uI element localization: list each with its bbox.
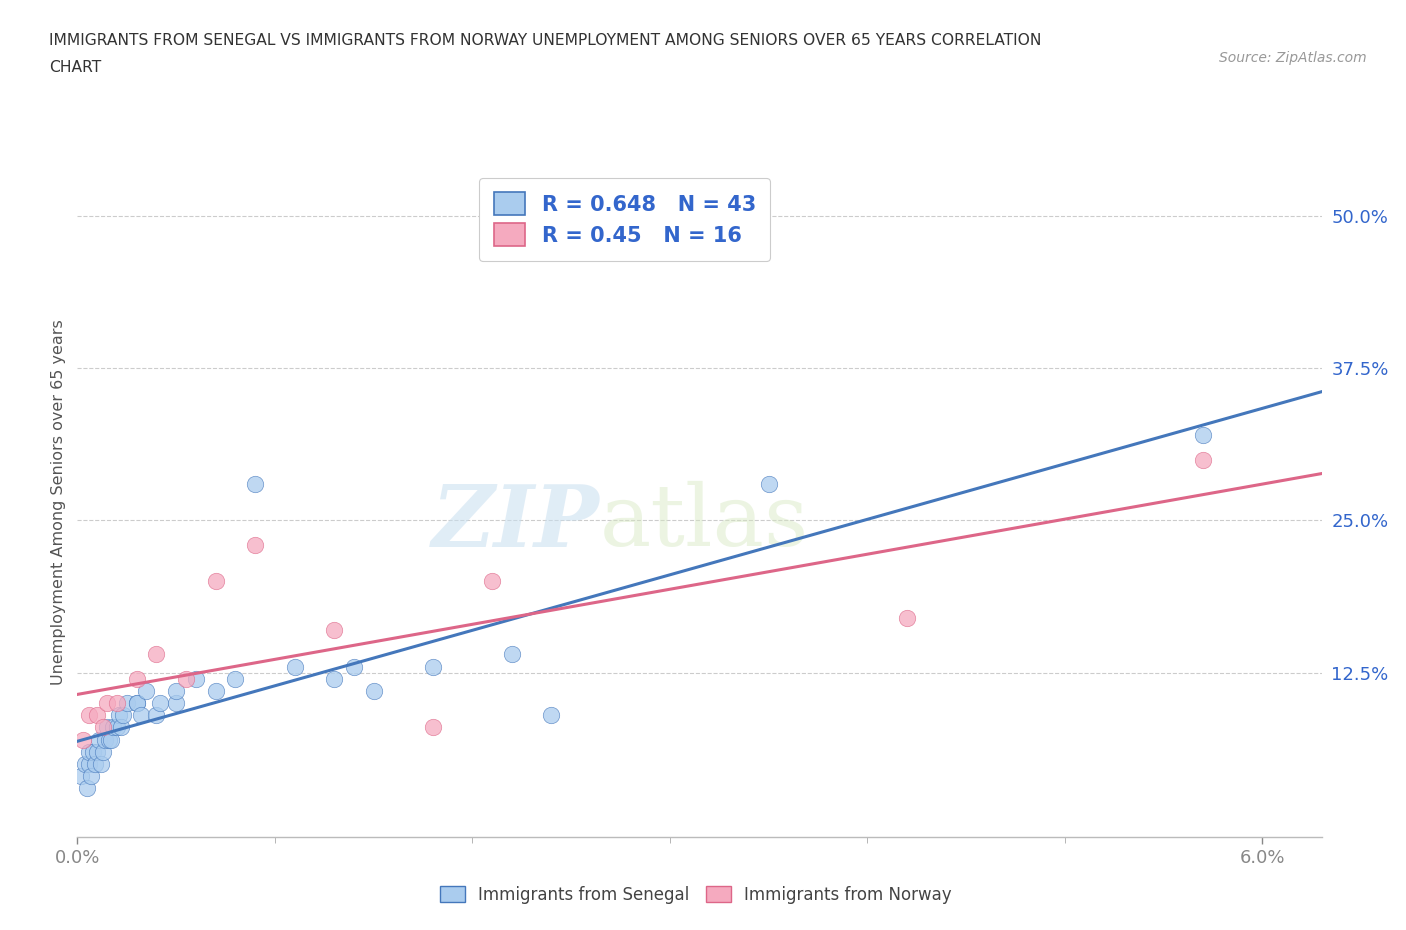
Point (125, 671, 148, 686)
Point (115, 696, 138, 711)
Point (135, 684, 157, 698)
Point (323, 671, 346, 686)
Text: CHART: CHART (49, 60, 101, 75)
Point (96, 720, 118, 735)
Point (110, 720, 132, 735)
Point (90, 756, 112, 771)
Point (149, 696, 172, 711)
Point (76, 781, 98, 796)
Point (145, 647, 167, 662)
Point (129, 708, 152, 723)
Point (125, 696, 148, 711)
Point (101, 720, 124, 735)
Point (77, 744, 100, 759)
Text: Source: ZipAtlas.com: Source: ZipAtlas.com (1219, 51, 1367, 65)
Point (77, 756, 100, 771)
Point (481, 574, 503, 589)
Point (75, 756, 97, 771)
Point (125, 696, 148, 711)
Point (323, 622, 346, 637)
Text: atlas: atlas (600, 481, 808, 564)
Point (1192, 428, 1215, 443)
Point (501, 647, 523, 662)
Point (87, 732, 110, 747)
Point (1192, 452, 1215, 467)
Point (224, 671, 246, 686)
Point (145, 708, 167, 723)
Point (184, 671, 207, 686)
Point (72, 732, 94, 747)
Point (82, 744, 104, 759)
Point (284, 659, 307, 674)
Point (896, 610, 918, 625)
Point (77, 708, 100, 723)
Y-axis label: Unemployment Among Seniors over 65 years: Unemployment Among Seniors over 65 years (51, 319, 66, 685)
Point (243, 476, 266, 491)
Point (70, 769, 93, 784)
Point (96, 696, 118, 711)
Text: IMMIGRANTS FROM SENEGAL VS IMMIGRANTS FROM NORWAY UNEMPLOYMENT AMONG SENIORS OVE: IMMIGRANTS FROM SENEGAL VS IMMIGRANTS FR… (49, 33, 1042, 47)
Point (86, 744, 108, 759)
Point (108, 708, 129, 723)
Point (97, 732, 120, 747)
Point (422, 659, 444, 674)
Point (100, 732, 122, 747)
Point (204, 574, 226, 589)
Point (165, 684, 187, 698)
Legend: R = 0.648   N = 43, R = 0.45   N = 16: R = 0.648 N = 43, R = 0.45 N = 16 (479, 178, 770, 260)
Point (165, 696, 187, 711)
Legend: Immigrants from Senegal, Immigrants from Norway: Immigrants from Senegal, Immigrants from… (433, 879, 959, 910)
Point (174, 671, 197, 686)
Point (540, 708, 562, 723)
Point (105, 696, 128, 711)
Point (343, 659, 366, 674)
Point (111, 708, 134, 723)
Point (243, 538, 266, 552)
Text: ZIP: ZIP (432, 481, 600, 564)
Point (204, 684, 226, 698)
Point (758, 476, 780, 491)
Point (86, 708, 108, 723)
Point (105, 720, 128, 735)
Point (84, 756, 107, 771)
Point (91, 744, 114, 759)
Point (94, 732, 117, 747)
Point (80, 769, 103, 784)
Point (422, 720, 444, 735)
Point (363, 684, 385, 698)
Point (91, 720, 114, 735)
